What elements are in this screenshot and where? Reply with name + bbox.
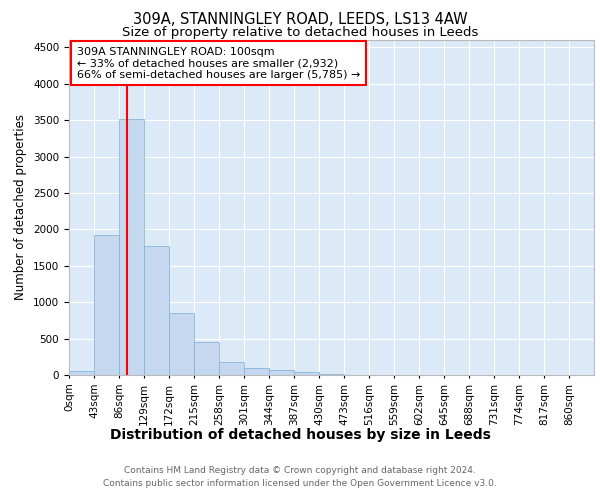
Bar xyxy=(194,342,219,375)
Bar xyxy=(119,120,144,375)
Bar xyxy=(244,368,269,375)
Bar xyxy=(144,246,169,375)
Y-axis label: Number of detached properties: Number of detached properties xyxy=(14,114,28,300)
Text: Size of property relative to detached houses in Leeds: Size of property relative to detached ho… xyxy=(122,26,478,39)
Bar xyxy=(294,372,319,375)
Bar xyxy=(319,374,344,375)
Text: Distribution of detached houses by size in Leeds: Distribution of detached houses by size … xyxy=(110,428,490,442)
Text: 309A STANNINGLEY ROAD: 100sqm
← 33% of detached houses are smaller (2,932)
66% o: 309A STANNINGLEY ROAD: 100sqm ← 33% of d… xyxy=(77,46,360,80)
Text: Contains HM Land Registry data © Crown copyright and database right 2024.
Contai: Contains HM Land Registry data © Crown c… xyxy=(103,466,497,487)
Bar xyxy=(269,370,294,375)
Bar xyxy=(94,235,119,375)
Text: 309A, STANNINGLEY ROAD, LEEDS, LS13 4AW: 309A, STANNINGLEY ROAD, LEEDS, LS13 4AW xyxy=(133,12,467,28)
Bar xyxy=(219,362,244,375)
Bar xyxy=(69,372,94,375)
Bar xyxy=(169,312,194,375)
